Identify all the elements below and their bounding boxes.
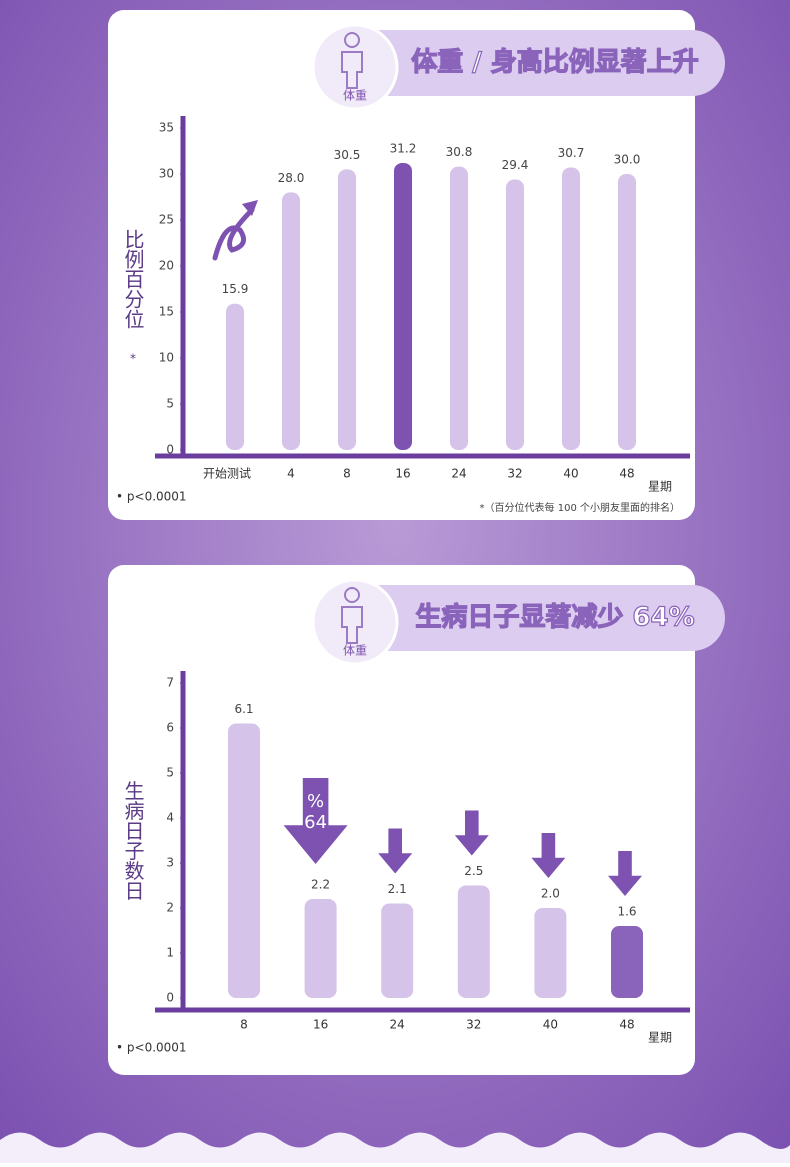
y-tick-label: 35 bbox=[159, 121, 174, 135]
down-arrow bbox=[608, 851, 642, 896]
y-tick-label: 2 bbox=[166, 901, 174, 915]
icon-figure-head bbox=[344, 32, 360, 48]
value-label: 28.0 bbox=[278, 171, 305, 185]
y-tick-label: 5 bbox=[166, 766, 174, 780]
icon-figure-head bbox=[344, 587, 360, 603]
bar bbox=[618, 174, 636, 450]
y-tick-label: 25 bbox=[159, 213, 174, 227]
icon-label: 体重 bbox=[343, 644, 367, 658]
x-tick-label: 40 bbox=[563, 467, 578, 481]
y-tick-label: 6 bbox=[166, 721, 174, 735]
rising-arrow-head bbox=[242, 200, 258, 216]
icon-figure bbox=[341, 51, 363, 89]
bar bbox=[457, 885, 490, 998]
bar bbox=[506, 179, 524, 450]
y-tick-label: 20 bbox=[159, 259, 174, 273]
y-tick-label: 0 bbox=[166, 443, 174, 457]
value-label: 2.0 bbox=[541, 887, 560, 901]
arrow-number: 64 bbox=[304, 812, 327, 833]
x-tick-label: 4 bbox=[287, 467, 295, 481]
x-tick-label: 32 bbox=[507, 467, 522, 481]
bar bbox=[226, 303, 244, 450]
down-arrow bbox=[531, 833, 566, 878]
value-label: 30.0 bbox=[614, 153, 641, 167]
x-axis-label: 星期 bbox=[648, 1031, 672, 1045]
title-pill bbox=[330, 585, 725, 651]
x-tick-label: 8 bbox=[343, 467, 351, 481]
value-label: 2.2 bbox=[311, 878, 330, 892]
y-axis-label: 生病日子数日 bbox=[121, 780, 145, 900]
y-tick-label: 3 bbox=[166, 856, 174, 870]
x-tick-label: 8 bbox=[240, 1018, 248, 1032]
y-tick-label: 4 bbox=[166, 811, 174, 825]
x-tick-label: 开始测试 bbox=[203, 466, 251, 481]
value-label: 30.5 bbox=[334, 148, 361, 162]
x-tick-label: 40 bbox=[543, 1018, 558, 1032]
bar bbox=[534, 908, 567, 998]
down-arrow bbox=[454, 810, 489, 856]
y-tick-label: 10 bbox=[159, 351, 174, 365]
icon-circle bbox=[311, 23, 399, 111]
value-label: 1.6 bbox=[617, 905, 636, 919]
significance-note: • p<0.0001 bbox=[116, 490, 187, 504]
value-label: 31.2 bbox=[390, 141, 417, 155]
y-tick-label: 0 bbox=[166, 991, 174, 1005]
bar bbox=[394, 162, 412, 450]
bar bbox=[282, 192, 300, 450]
x-tick-label: 48 bbox=[619, 467, 634, 481]
y-axis-label: 比例百分位 bbox=[121, 229, 145, 329]
bar bbox=[304, 899, 337, 998]
arrow-symbol: % bbox=[307, 791, 324, 812]
value-label: 6.1 bbox=[234, 702, 253, 716]
footnote: *（百分位代表每 100 个小朋友里面的排名） bbox=[480, 501, 680, 514]
x-tick-label: 32 bbox=[466, 1018, 481, 1032]
y-tick-label: 1 bbox=[166, 946, 174, 960]
icon-circle bbox=[311, 578, 399, 666]
chart-title: 体重 / 身高比例显著上升 bbox=[411, 47, 699, 78]
down-arrow bbox=[283, 778, 348, 864]
x-tick-label: 24 bbox=[390, 1018, 405, 1032]
x-tick-label: 24 bbox=[451, 467, 466, 481]
significance-note: • p<0.0001 bbox=[116, 1041, 187, 1055]
x-tick-label: 48 bbox=[619, 1018, 634, 1032]
wave-border bbox=[0, 1132, 790, 1163]
x-axis-label: 星期 bbox=[648, 480, 672, 494]
value-label: 2.5 bbox=[464, 864, 483, 878]
y-axis-label-mark: * bbox=[130, 352, 136, 366]
x-tick-label: 16 bbox=[313, 1018, 328, 1032]
bar bbox=[338, 169, 356, 450]
bar bbox=[562, 167, 580, 450]
value-label: 29.4 bbox=[502, 158, 529, 172]
down-arrow bbox=[378, 828, 413, 874]
value-label: 30.8 bbox=[446, 145, 473, 159]
bar bbox=[228, 723, 260, 998]
icon-label: 体重 bbox=[343, 89, 367, 103]
y-tick-label: 5 bbox=[166, 397, 174, 411]
y-tick-label: 15 bbox=[159, 305, 174, 319]
rising-arrow bbox=[212, 207, 255, 261]
chart-title: 生病日子显著减少 64% bbox=[415, 603, 694, 633]
value-label: 15.9 bbox=[222, 282, 249, 296]
bar bbox=[450, 166, 468, 450]
y-tick-label: 30 bbox=[159, 167, 174, 181]
title-pill bbox=[330, 30, 725, 96]
y-tick-label: 7 bbox=[166, 676, 174, 690]
x-tick-label: 16 bbox=[395, 467, 410, 481]
bar bbox=[381, 903, 414, 998]
value-label: 2.1 bbox=[388, 882, 407, 896]
bar bbox=[611, 926, 643, 998]
icon-figure bbox=[341, 606, 363, 644]
value-label: 30.7 bbox=[558, 146, 585, 160]
